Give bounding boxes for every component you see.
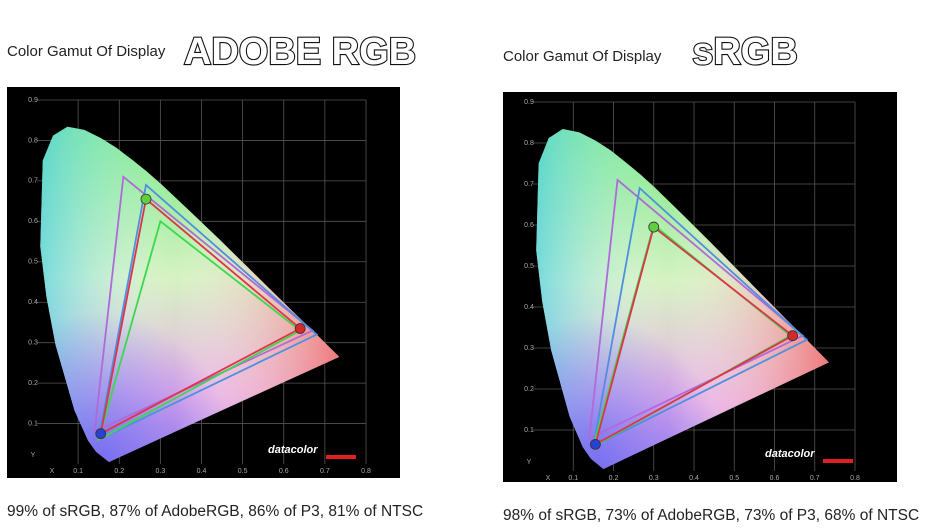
y-axis-label: Y xyxy=(527,459,532,466)
gamut-name: ADOBE RGB xyxy=(184,31,416,73)
y-tick-label: 0.9 xyxy=(28,97,38,104)
primary-marker xyxy=(589,438,601,450)
primary-marker xyxy=(95,428,107,440)
brand-bar xyxy=(823,459,853,463)
x-tick-label: 0.8 xyxy=(850,475,860,482)
x-tick-label: 0.2 xyxy=(114,468,124,475)
y-tick-label: 0.6 xyxy=(28,218,38,225)
brand-logo: datacolor xyxy=(268,444,318,456)
y-tick-label: 0.9 xyxy=(524,99,534,106)
y-tick-label: 0.5 xyxy=(28,259,38,266)
gamut-name: sRGB xyxy=(692,31,798,73)
x-tick-label: 0.5 xyxy=(238,468,248,475)
x-tick-label: 0.7 xyxy=(320,468,330,475)
x-tick-label: 0.7 xyxy=(810,475,820,482)
y-tick-label: 0.5 xyxy=(524,263,534,270)
chart: 0.1 0.2 0.3 0.4 0.5 0.6 0.7 0.8 0.1 0.2 0.3 0.4 0.5 0… xyxy=(7,87,400,478)
gamut-triangle xyxy=(97,219,302,442)
x-axis-label: X xyxy=(546,475,551,482)
x-tick-label: 0.3 xyxy=(156,468,166,475)
brand-logo: datacolor xyxy=(765,448,815,460)
primary-marker xyxy=(787,330,799,342)
x-tick-label: 0.2 xyxy=(609,475,619,482)
chart: 0.1 0.2 0.3 0.4 0.5 0.6 0.7 0.8 0.1 0.2 0.3 0.4 0.5 0… xyxy=(503,92,897,482)
y-axis-label: Y xyxy=(31,452,36,459)
primary-marker xyxy=(140,193,152,205)
brand-bar xyxy=(326,455,356,459)
y-tick-label: 0.6 xyxy=(524,222,534,229)
x-tick-label: 0.6 xyxy=(770,475,780,482)
y-tick-label: 0.8 xyxy=(524,140,534,147)
x-tick-label: 0.1 xyxy=(568,475,578,482)
primary-marker xyxy=(294,323,306,334)
gamut-caption: 99% of sRGB, 87% of AdobeRGB, 86% of P3,… xyxy=(7,503,423,520)
gamut-triangle xyxy=(99,197,302,436)
x-tick-label: 0.8 xyxy=(361,468,371,475)
x-tick-label: 0.3 xyxy=(649,475,659,482)
panel-title: Color Gamut Of Display xyxy=(503,48,662,65)
x-tick-label: 0.1 xyxy=(73,468,83,475)
x-axis-label: X xyxy=(50,468,55,475)
x-tick-label: 0.4 xyxy=(197,468,207,475)
panel-title: Color Gamut Of Display xyxy=(7,43,166,60)
gamut-triangle xyxy=(588,178,805,440)
y-tick-label: 0.4 xyxy=(28,299,38,306)
y-tick-label: 0.2 xyxy=(28,380,38,387)
y-tick-label: 0.2 xyxy=(524,386,534,393)
gamut-triangle xyxy=(592,186,809,449)
y-tick-label: 0.7 xyxy=(28,178,38,185)
gamut-triangle xyxy=(93,175,315,434)
y-tick-label: 0.1 xyxy=(28,420,38,427)
y-tick-label: 0.8 xyxy=(28,137,38,144)
y-tick-label: 0.3 xyxy=(28,340,38,347)
primary-marker xyxy=(648,221,660,233)
x-tick-label: 0.5 xyxy=(729,475,739,482)
y-tick-label: 0.3 xyxy=(524,345,534,352)
x-tick-label: 0.4 xyxy=(689,475,699,482)
gamut-triangle xyxy=(593,225,795,447)
y-tick-label: 0.4 xyxy=(524,304,534,311)
y-tick-label: 0.7 xyxy=(524,181,534,188)
gamut-triangle xyxy=(97,183,319,442)
y-tick-label: 0.1 xyxy=(524,427,534,434)
x-tick-label: 0.6 xyxy=(279,468,289,475)
gamut-caption: 98% of sRGB, 73% of AdobeRGB, 73% of P3,… xyxy=(503,507,919,524)
